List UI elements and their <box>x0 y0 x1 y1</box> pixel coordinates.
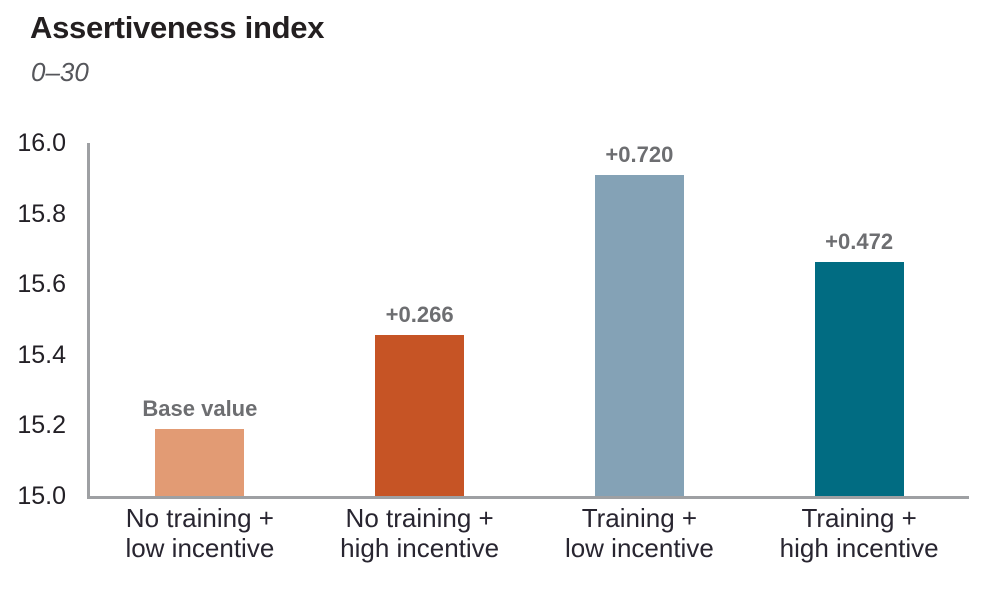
chart-subtitle: 0–30 <box>31 57 89 87</box>
bar-training-high-incentive <box>814 262 904 496</box>
y-axis-line <box>87 143 90 499</box>
category-label: Training + high incentive <box>779 503 939 563</box>
y-tick-label: 16.0 <box>17 129 66 157</box>
bar-value-label: +0.266 <box>385 302 454 327</box>
category-label: Training + low incentive <box>564 503 714 563</box>
bar-value-label: +0.472 <box>825 229 894 254</box>
plot-area: Base value +0.266 +0.720 +0.472 <box>87 142 969 499</box>
y-tick-label: 15.8 <box>17 199 66 228</box>
bar-value-label: +0.720 <box>605 142 674 167</box>
x-axis-line <box>87 496 969 499</box>
y-tick-label: 15.0 <box>17 482 66 510</box>
y-tick-label: 15.2 <box>17 411 66 440</box>
bar-no-training-high-incentive <box>375 335 465 496</box>
y-tick-label: 15.6 <box>17 270 66 299</box>
x-axis-labels: No training + low incentive No training +… <box>90 503 969 573</box>
category-label: No training + high incentive <box>340 503 500 563</box>
y-axis-labels: 16.0 15.8 15.6 15.4 15.2 15.0 <box>0 0 66 598</box>
bar-no-training-low-incentive <box>155 429 245 496</box>
bar-training-low-incentive <box>594 175 684 496</box>
chart-title: Assertiveness index <box>30 10 325 45</box>
bar-value-label: Base value <box>142 396 258 421</box>
y-tick-label: 15.4 <box>17 340 66 369</box>
category-label: No training + low incentive <box>125 503 275 563</box>
